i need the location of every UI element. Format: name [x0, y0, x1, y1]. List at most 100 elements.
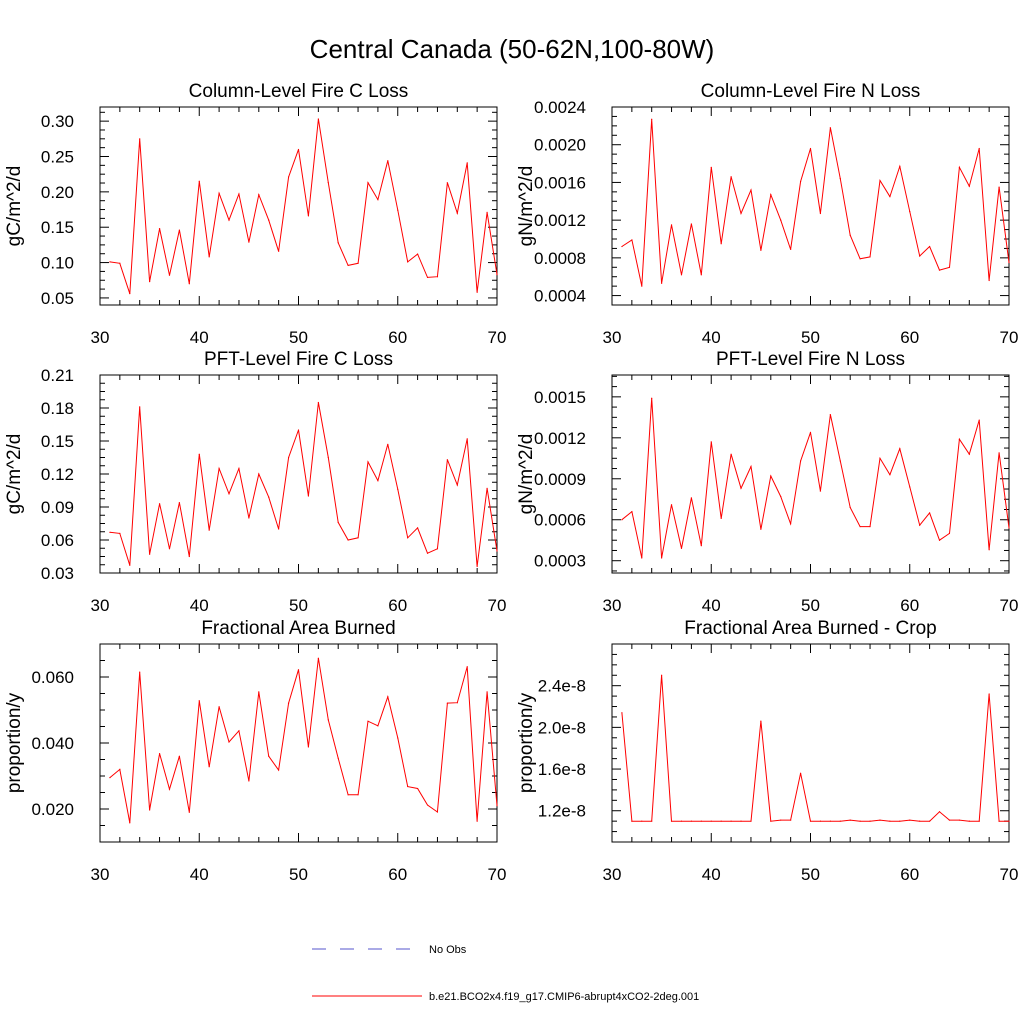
data-point — [720, 517, 722, 519]
data-point — [407, 537, 409, 539]
data-point — [397, 209, 399, 211]
data-point — [347, 264, 349, 266]
data-point — [496, 550, 498, 552]
data-point — [466, 162, 468, 164]
panel-1: Column-Level Fire C Loss gC/m^2/d 30 40 50 60… — [4, 81, 506, 347]
series-line — [109, 658, 498, 823]
data-point — [337, 521, 339, 524]
data-point — [651, 820, 653, 822]
x-tick-label: 50 — [801, 865, 820, 884]
data-point — [641, 557, 643, 559]
data-point — [109, 531, 111, 533]
y-tick-label: 2.4e-8 — [538, 677, 586, 696]
data-point — [948, 532, 951, 535]
data-point — [238, 730, 240, 732]
data-point — [839, 820, 841, 822]
legend-label-model: b.e21.BCO2x4.f19_g17.CMIP6-abrupt4xCO2-2… — [429, 991, 699, 1003]
data-point — [651, 118, 653, 120]
data-point — [317, 401, 319, 404]
y-tick-label: 0.0012 — [534, 429, 586, 448]
y-axis-label: gN/m^2/d — [516, 166, 537, 247]
data-point — [278, 528, 280, 530]
data-point — [670, 820, 673, 822]
data-point — [988, 693, 990, 695]
data-point — [909, 819, 911, 821]
data-point — [621, 245, 623, 248]
data-point — [228, 219, 230, 221]
x-tick-label: 50 — [289, 596, 308, 615]
y-tick-label: 0.05 — [41, 289, 74, 308]
data-point — [760, 249, 762, 251]
data-point — [938, 539, 941, 541]
legend-label-no-obs: No Obs — [429, 944, 467, 956]
x-tick-label: 40 — [702, 865, 721, 884]
data-point — [919, 255, 921, 257]
data-point — [730, 176, 732, 178]
data-point — [879, 819, 881, 821]
data-point — [208, 529, 210, 531]
data-point — [198, 453, 200, 455]
y-tick-label: 0.15 — [41, 218, 74, 237]
data-point — [998, 820, 1000, 822]
data-point — [218, 706, 220, 708]
data-point — [919, 524, 921, 526]
data-point — [307, 215, 310, 217]
data-point — [938, 811, 941, 813]
data-point — [710, 441, 712, 443]
data-point — [337, 242, 339, 244]
data-point — [297, 669, 300, 671]
x-tick-label: 60 — [900, 865, 919, 884]
data-point — [948, 819, 951, 821]
data-point — [988, 279, 990, 282]
data-point — [367, 461, 369, 463]
data-point — [178, 502, 180, 504]
series-points — [621, 397, 1010, 559]
x-tick-label: 70 — [1000, 328, 1019, 347]
data-point — [317, 118, 319, 120]
data-point — [929, 245, 931, 248]
panel-title: Fractional Area Burned — [201, 618, 395, 639]
data-point — [680, 820, 683, 822]
data-point — [859, 258, 861, 260]
data-point — [158, 228, 161, 230]
x-tick-label: 50 — [801, 328, 820, 347]
data-point — [417, 787, 419, 790]
data-point — [119, 532, 121, 535]
y-tick-label: 0.0015 — [534, 388, 586, 407]
data-point — [466, 438, 468, 440]
data-point — [690, 497, 693, 499]
legend: No Obs b.e21.BCO2x4.f19_g17.CMIP6-abrupt… — [312, 944, 699, 1003]
data-point — [978, 820, 980, 822]
data-point — [889, 474, 891, 476]
data-point — [347, 794, 349, 796]
data-point — [268, 219, 270, 221]
data-point — [889, 820, 891, 822]
data-point — [287, 456, 290, 459]
data-point — [377, 725, 379, 727]
data-point — [149, 809, 151, 811]
data-point — [978, 147, 980, 150]
data-point — [228, 741, 230, 743]
data-point — [109, 777, 111, 779]
y-tick-label: 0.0024 — [534, 98, 586, 117]
data-point — [958, 438, 960, 440]
data-point — [849, 506, 851, 509]
data-point — [278, 250, 280, 252]
data-point — [809, 431, 812, 433]
x-tick-label: 40 — [702, 328, 721, 347]
data-point — [307, 495, 310, 497]
data-point — [198, 180, 200, 182]
data-point — [799, 772, 802, 774]
data-point — [426, 552, 429, 554]
data-point — [869, 820, 871, 822]
x-tick-label: 30 — [91, 865, 110, 884]
data-point — [337, 757, 339, 759]
data-point — [268, 496, 270, 498]
data-point — [397, 737, 399, 739]
data-point — [377, 480, 379, 482]
x-tick-label: 60 — [388, 596, 407, 615]
data-point — [496, 805, 498, 807]
data-point — [790, 248, 792, 250]
data-point — [496, 273, 498, 276]
data-point — [426, 276, 429, 279]
